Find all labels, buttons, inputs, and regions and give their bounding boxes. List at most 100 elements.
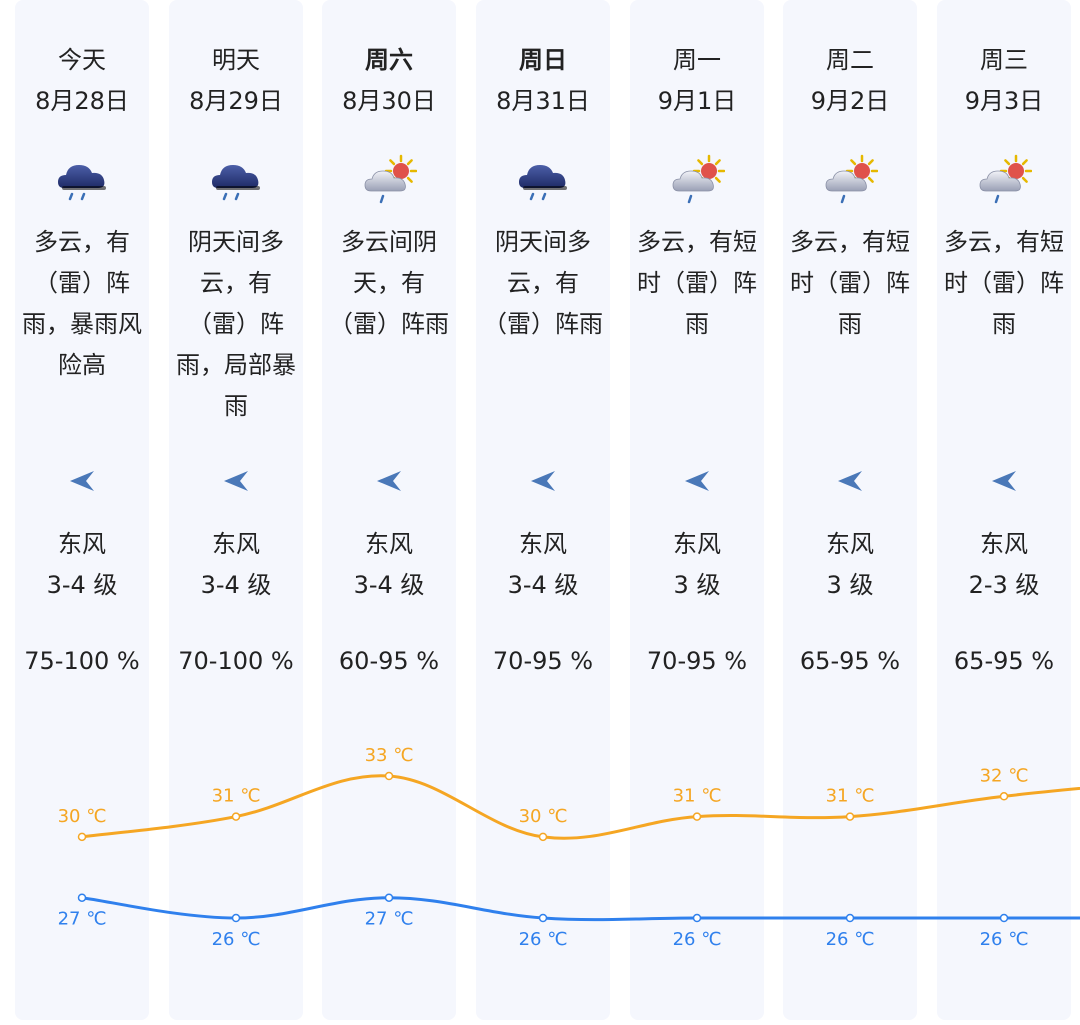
heavy-rain-icon	[212, 165, 260, 201]
humidity: 70-95 %	[646, 647, 748, 675]
wind-direction-arrow-icon	[838, 471, 862, 491]
low-temperature-label: 27 ℃	[58, 909, 107, 930]
weather-icon	[976, 154, 1033, 210]
wind-level: 3-4 级	[507, 571, 579, 599]
description-line: 时（雷）阵	[637, 269, 757, 297]
high-temperature-point	[384, 771, 394, 781]
high-temperature-label: 32 ℃	[980, 765, 1029, 786]
weather-icon	[822, 154, 879, 210]
low-temperature-line	[81, 896, 1080, 922]
day-column: 周一 9月1日 多云，有短 时（雷）阵雨东风 3 级 70-95 %	[630, 0, 764, 1020]
wind-arrow	[376, 468, 402, 494]
high-temperature-point	[692, 812, 702, 821]
wind-level: 2-3 级	[968, 571, 1040, 599]
description-line: 时（雷）阵	[790, 269, 910, 297]
day-label: 今天	[58, 46, 106, 74]
date-label: 8月31日	[496, 87, 590, 115]
day-column: 周六 8月30日 多云间阴 天，有 （雷）阵雨 东风 3-4 级 60-95 %	[322, 0, 456, 1020]
wind-direction-arrow-icon	[70, 471, 94, 491]
weather-icon	[515, 154, 571, 210]
wind-arrow	[69, 468, 95, 494]
high-temperature-point	[231, 812, 241, 821]
description-line: 多云，有短	[944, 228, 1064, 256]
weather-description: 多云，有 （雷）阵 雨，暴雨风 险高	[7, 222, 157, 386]
wind-arrow	[837, 468, 863, 494]
date-label: 9月3日	[964, 87, 1044, 115]
wind-level: 3 级	[673, 571, 721, 599]
weather-description: 多云，有短时（雷）阵雨	[775, 222, 925, 345]
day-column: 明天 8月29日 阴天间多 云，有 （雷）阵 雨，局部暴雨东风 3-4 级 70-100 %	[169, 0, 303, 1020]
description-line: （雷）阵	[188, 310, 284, 338]
description-line: 多云，有短	[790, 228, 910, 256]
high-temperature-point	[999, 792, 1009, 801]
wind-arrow	[223, 468, 249, 494]
date-label: 8月28日	[35, 87, 129, 115]
wind-arrow	[530, 468, 556, 494]
wind-direction-arrow-icon	[531, 471, 555, 491]
low-temperature-point	[999, 913, 1009, 923]
description-line: 雨	[992, 310, 1016, 338]
description-line: 多云间阴	[341, 228, 437, 256]
date-label: 8月29日	[189, 87, 283, 115]
date-label: 9月2日	[810, 87, 890, 115]
low-temperature-label: 27 ℃	[365, 909, 414, 930]
humidity: 65-95 %	[953, 647, 1055, 675]
wind-level: 3 级	[826, 571, 874, 599]
low-temperature-point	[845, 913, 855, 923]
low-temperature-point	[692, 913, 702, 923]
low-temperature-label: 26 ℃	[826, 929, 875, 950]
humidity: 75-100 %	[24, 647, 140, 675]
low-temperature-point	[384, 893, 394, 902]
heavy-rain-icon	[519, 165, 567, 201]
description-line: 阴天间多	[188, 228, 284, 256]
wind-direction: 东风	[673, 530, 721, 558]
weather-description: 阴天间多 云，有 （雷）阵 雨，局部暴雨	[161, 222, 311, 427]
day-label: 周日	[519, 46, 567, 74]
description-line: 险高	[58, 351, 106, 379]
wind-level: 3-4 级	[200, 571, 272, 599]
wind-level: 3-4 级	[353, 571, 425, 599]
high-temperature-label: 33 ℃	[365, 745, 414, 766]
wind-arrow	[684, 468, 710, 494]
low-temperature-point	[77, 893, 87, 902]
humidity: 60-95 %	[338, 647, 440, 675]
low-temperature-label: 26 ℃	[673, 929, 722, 950]
day-column: 今天 8月28日 多云，有 （雷）阵 雨，暴雨风 险高 东风 3-4 级 75-100 %	[15, 0, 149, 1020]
high-temperature-label: 31 ℃	[212, 786, 261, 807]
weather-description: 多云，有短 时（雷）阵雨	[622, 222, 772, 345]
high-temperature-label: 31 ℃	[826, 786, 875, 807]
description-line: 雨	[224, 392, 248, 420]
description-line: 雨	[685, 310, 709, 338]
high-temperature-label: 31 ℃	[673, 786, 722, 807]
day-label: 周三	[980, 46, 1028, 74]
sun-cloud-rain-icon	[979, 154, 1033, 204]
description-line: 云，有	[200, 269, 272, 297]
low-temperature-point	[538, 913, 548, 923]
low-temperature-label: 26 ℃	[212, 929, 261, 950]
weather-icon	[208, 154, 264, 210]
wind-direction: 东风	[519, 530, 567, 558]
high-temperature-label: 30 ℃	[519, 806, 568, 827]
humidity: 70-95 %	[492, 647, 594, 675]
weather-description: 多云，有短 时（雷）阵雨	[929, 222, 1079, 345]
weather-icon	[54, 154, 110, 210]
description-line: 雨	[838, 310, 862, 338]
wind-direction: 东风	[826, 530, 874, 558]
day-column: 周日 8月31日 阴天间多 云，有 （雷）阵雨 东风 3-4 级 70-95 %	[476, 0, 610, 1020]
low-temperature-point	[231, 913, 241, 923]
wind-direction: 东风	[365, 530, 413, 558]
description-line: 雨，暴雨风	[22, 310, 142, 338]
sun-cloud-rain-icon	[825, 154, 879, 204]
day-column: 周二 9月2日 多云，有短 时（雷）阵雨东风 3 级 65-95 %	[783, 0, 917, 1020]
sun-cloud-rain-icon	[364, 154, 418, 204]
weather-description: 多云间阴 天，有 （雷）阵雨	[314, 222, 464, 345]
wind-direction: 东风	[212, 530, 260, 558]
wind-level: 3-4 级	[46, 571, 118, 599]
description-line: 多云，有	[34, 228, 130, 256]
weather-description: 阴天间多 云，有 （雷）阵雨	[468, 222, 618, 345]
weather-icon	[361, 154, 418, 210]
description-line: （雷）阵雨	[329, 310, 449, 338]
wind-direction: 东风	[58, 530, 106, 558]
